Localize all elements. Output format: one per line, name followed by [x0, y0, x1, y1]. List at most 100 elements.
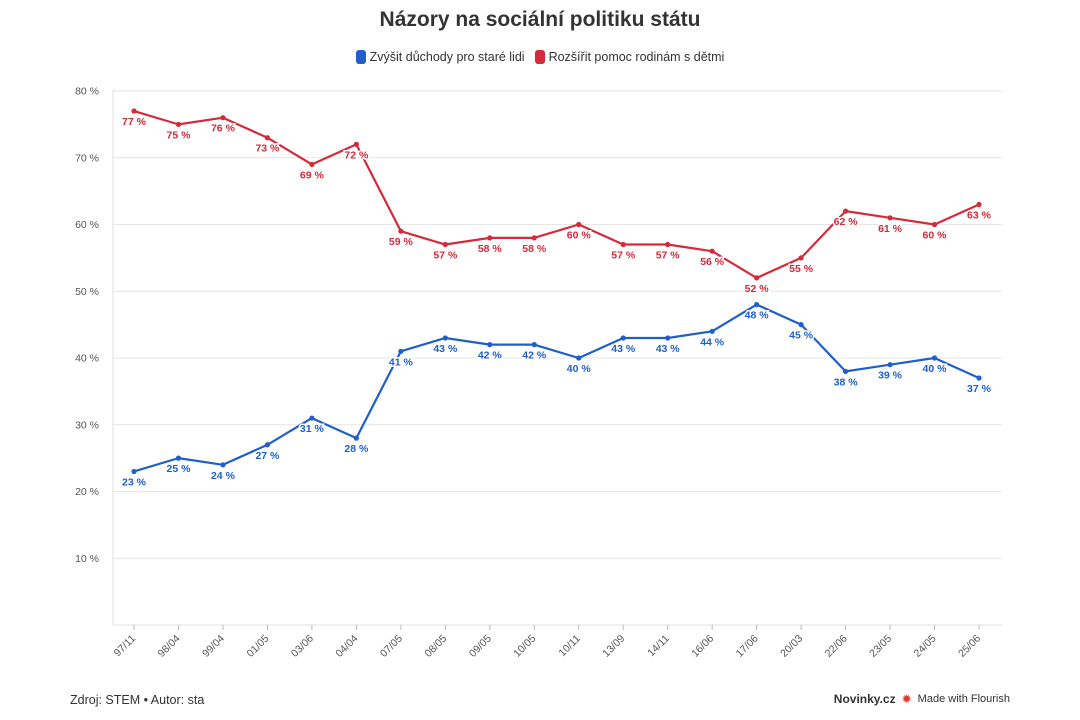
data-point — [620, 335, 626, 341]
data-point — [175, 121, 182, 127]
data-label: 44 % — [700, 336, 725, 348]
data-point — [131, 468, 137, 475]
data-point — [442, 241, 448, 248]
data-label: 76 % — [211, 123, 236, 135]
data-label: 77 % — [122, 116, 147, 128]
x-tick-label: 97/11 — [112, 633, 139, 660]
data-point — [487, 235, 493, 241]
data-label: 27 % — [255, 450, 280, 462]
data-point — [220, 462, 226, 468]
data-label: 58 % — [522, 243, 547, 255]
x-tick-label: 08/05 — [422, 633, 449, 660]
data-label: 73 % — [255, 143, 280, 155]
data-label: 63 % — [967, 209, 992, 221]
data-label: 62 % — [834, 216, 859, 228]
data-label: 41 % — [389, 356, 414, 368]
data-point — [442, 335, 448, 341]
data-label: 69 % — [300, 169, 325, 181]
series-line-0 — [132, 303, 981, 473]
data-point — [931, 221, 938, 228]
data-label: 61 % — [878, 223, 903, 235]
data-label: 59 % — [389, 236, 414, 248]
legend-item-pensions[interactable]: Zvýšit důchody pro staré lidi — [355, 50, 525, 64]
legend-swatch-blue — [355, 50, 366, 64]
data-label: 40 % — [923, 363, 948, 375]
data-label: 48 % — [745, 310, 770, 322]
y-tick-label: 80 % — [75, 86, 99, 98]
x-tick-label: 16/06 — [689, 633, 716, 660]
data-point — [531, 235, 537, 241]
data-label: 60 % — [567, 230, 592, 242]
legend-label-pensions: Zvýšit důchody pro staré lidi — [369, 50, 525, 64]
data-label: 24 % — [211, 470, 236, 482]
data-point — [976, 201, 982, 208]
data-point — [220, 115, 226, 121]
data-point — [665, 335, 671, 341]
y-tick-label: 30 % — [75, 419, 99, 431]
y-tick-label: 10 % — [75, 553, 99, 565]
data-point — [264, 442, 271, 448]
chart-title: Názory na sociální politiku státu — [379, 8, 701, 31]
flourish-link[interactable]: Made with Flourish — [917, 693, 1010, 705]
data-point — [398, 348, 404, 354]
data-point — [620, 241, 626, 248]
x-tick-label: 25/06 — [956, 633, 983, 660]
x-tick-label: 23/05 — [867, 633, 894, 660]
data-point — [353, 141, 359, 147]
x-tick-label: 98/04 — [156, 633, 183, 660]
legend-item-families[interactable]: Rozšířit pomoc rodinám s dětmi — [534, 50, 725, 64]
data-point — [353, 435, 359, 441]
data-label: 23 % — [122, 476, 147, 488]
data-label: 43 % — [656, 343, 681, 355]
x-tick-label: 17/06 — [734, 633, 761, 660]
data-point — [709, 248, 715, 254]
x-tick-label: 01/05 — [244, 633, 271, 660]
data-point — [976, 375, 982, 381]
data-label: 56 % — [700, 256, 725, 268]
y-tick-label: 20 % — [75, 486, 99, 498]
data-point — [487, 342, 493, 348]
data-label: 45 % — [789, 330, 814, 342]
data-label: 42 % — [478, 350, 503, 362]
x-tick-label: 99/04 — [200, 633, 227, 660]
data-point — [398, 228, 404, 234]
data-point — [887, 362, 893, 368]
data-point — [665, 241, 671, 248]
y-tick-label: 70 % — [75, 152, 99, 164]
x-tick-label: 10/11 — [556, 633, 583, 660]
data-label: 55 % — [789, 263, 814, 275]
series-line-1 — [132, 109, 981, 279]
legend-label-families: Rozšířit pomoc rodinám s dětmi — [548, 50, 725, 64]
data-label: 40 % — [567, 363, 592, 375]
data-label: 75 % — [167, 129, 192, 141]
data-label: 43 % — [611, 343, 636, 355]
data-label: 42 % — [522, 350, 547, 362]
data-label: 57 % — [433, 250, 458, 262]
y-tick-label: 40 % — [75, 353, 99, 365]
data-point — [175, 455, 182, 461]
data-label: 43 % — [433, 343, 458, 355]
x-tick-label: 07/05 — [378, 633, 405, 660]
x-tick-label: 04/04 — [333, 633, 360, 660]
x-tick-label: 13/09 — [600, 633, 627, 660]
data-point — [798, 322, 804, 328]
data-label: 52 % — [745, 283, 770, 295]
data-label: 39 % — [878, 370, 903, 382]
data-point — [576, 221, 582, 228]
brand-link[interactable]: Novinky.cz — [833, 692, 896, 706]
data-label: 72 % — [344, 149, 369, 161]
y-tick-label: 50 % — [75, 286, 99, 298]
data-point — [754, 302, 760, 308]
data-point — [931, 355, 938, 361]
data-point — [887, 215, 893, 221]
data-label: 25 % — [167, 463, 192, 475]
data-label: 31 % — [300, 423, 325, 435]
data-point — [798, 255, 804, 261]
data-label: 28 % — [344, 443, 369, 455]
data-point — [309, 161, 315, 168]
data-point — [576, 355, 582, 361]
data-point — [709, 328, 715, 334]
data-point — [531, 342, 537, 348]
x-tick-label: 03/06 — [289, 633, 316, 660]
